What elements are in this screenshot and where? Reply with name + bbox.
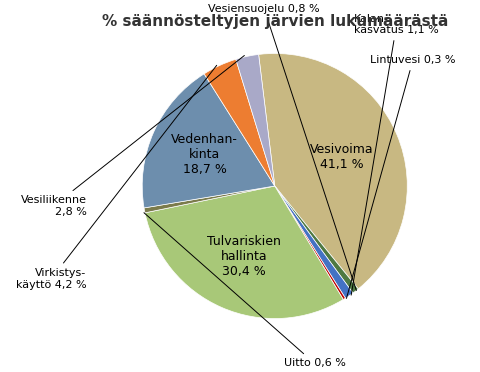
Title: % säännösteltyjen järvien lukumäärästä: % säännösteltyjen järvien lukumäärästä bbox=[102, 14, 448, 29]
Wedge shape bbox=[259, 54, 408, 289]
Text: Tulvariskien
hallinta
30,4 %: Tulvariskien hallinta 30,4 % bbox=[207, 235, 281, 278]
Wedge shape bbox=[275, 186, 346, 299]
Text: Virkistys-
käyttö 4,2 %: Virkistys- käyttö 4,2 % bbox=[16, 65, 216, 289]
Wedge shape bbox=[145, 186, 343, 318]
Wedge shape bbox=[236, 54, 275, 186]
Wedge shape bbox=[275, 186, 353, 298]
Text: Vedenhan-
kinta
18,7 %: Vedenhan- kinta 18,7 % bbox=[171, 133, 238, 176]
Text: Lintuvesi 0,3 %: Lintuvesi 0,3 % bbox=[347, 55, 456, 298]
Text: Uitto 0,6 %: Uitto 0,6 % bbox=[144, 213, 346, 368]
Wedge shape bbox=[275, 186, 358, 293]
Text: Vesiensuojelu 0,8 %: Vesiensuojelu 0,8 % bbox=[208, 4, 356, 291]
Wedge shape bbox=[204, 59, 275, 186]
Text: Vesivoima
41,1 %: Vesivoima 41,1 % bbox=[310, 144, 373, 171]
Wedge shape bbox=[144, 186, 275, 213]
Text: Vesiliikenne
2,8 %: Vesiliikenne 2,8 % bbox=[21, 55, 244, 217]
Wedge shape bbox=[142, 74, 275, 208]
Text: Kalan-
kasvatus 1,1 %: Kalan- kasvatus 1,1 % bbox=[351, 13, 439, 295]
